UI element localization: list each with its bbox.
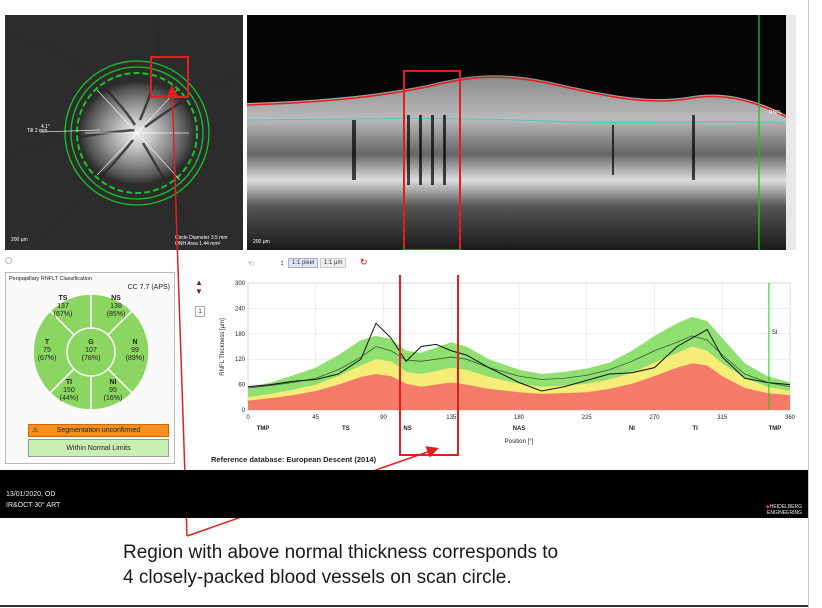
y-tick: 240 bbox=[235, 306, 246, 312]
cc-value: CC 7.7 (APS) bbox=[127, 284, 170, 291]
warning-icon: ⚠ bbox=[32, 427, 39, 434]
x-sector-label: NI bbox=[629, 426, 635, 432]
rnfl-thickness-chart: SI 0 60 120 180 240 300 0 45 90 135 180 225 270 315 36… bbox=[220, 275, 796, 456]
rnfl-layer-label: RNFL bbox=[769, 110, 783, 116]
caption-line1: Region with above normal thickness corre… bbox=[123, 542, 559, 563]
brand-line1: HEIDELBERG bbox=[769, 504, 802, 510]
x-tick: 360 bbox=[785, 415, 796, 421]
sector-t-abbr: T bbox=[45, 339, 50, 346]
sector-t-value: 75 bbox=[43, 347, 51, 354]
fundus-onh-info: ONH Area 1.44 mm² bbox=[175, 241, 221, 247]
x-tick: 45 bbox=[312, 415, 319, 421]
reference-database: Reference database: European Descent (20… bbox=[211, 455, 377, 464]
x-sector-label: TS bbox=[342, 426, 350, 432]
classification-title: Peripapillary RNFLT Classification bbox=[9, 276, 92, 282]
fundus-circle-info: Circle Diameter 3.5 mm bbox=[175, 235, 228, 241]
y-tick: 300 bbox=[235, 281, 246, 287]
brand-line2: ENGINEERING bbox=[766, 510, 802, 516]
x-tick: 180 bbox=[514, 415, 525, 421]
brand-logo: ◆HEIDELBERG ENGINEERING bbox=[766, 504, 802, 516]
x-axis-label: Position [°] bbox=[505, 439, 534, 445]
sector-ns-abbr: NS bbox=[111, 295, 121, 302]
sector-ns-value: 138 bbox=[110, 303, 122, 310]
sector-ts-abbr: TS bbox=[59, 295, 68, 302]
oct-highlight-box bbox=[403, 70, 461, 250]
brand-dot: ◆ bbox=[765, 504, 770, 510]
sector-g-pct: (78%) bbox=[82, 355, 101, 362]
sector-ti-pct: (44%) bbox=[60, 395, 79, 402]
patient-line bbox=[247, 322, 791, 392]
y-tick: 0 bbox=[242, 408, 246, 414]
sector-ni-value: 95 bbox=[109, 387, 117, 394]
sector-n-value: 99 bbox=[131, 347, 139, 354]
analysis-panel: ☜ ↕ 1:1 pixel 1:1 µm ↻ Peripapillary RNF… bbox=[0, 250, 808, 470]
x-tick: 315 bbox=[717, 415, 728, 421]
sector-ni-abbr: NI bbox=[110, 379, 117, 386]
x-tick: 225 bbox=[582, 415, 593, 421]
sort-icon[interactable]: ▲ ▼ bbox=[195, 278, 203, 296]
oct-scrollbar[interactable] bbox=[786, 15, 796, 250]
x-sector-label: NAS bbox=[513, 426, 526, 432]
fundus-scale-label: 200 µm bbox=[11, 237, 28, 243]
exam-date: 13/01/2020, OD bbox=[6, 491, 56, 498]
scan-mode: IR&OCT 30° ART bbox=[6, 502, 61, 509]
fundus-distance-label: Tilt 2 mm bbox=[27, 128, 48, 134]
x-sector-label: TI bbox=[692, 426, 698, 432]
pixel-zoom-button[interactable]: 1:1 pixel bbox=[288, 258, 319, 268]
oct-bscan[interactable]: RNFL 200 µm bbox=[247, 15, 796, 250]
pie-sector-n[interactable] bbox=[89, 309, 150, 395]
sector-ti-value: 150 bbox=[63, 387, 75, 394]
x-tick: 135 bbox=[446, 415, 457, 421]
y-tick: 180 bbox=[235, 332, 246, 338]
sector-n-abbr: N bbox=[132, 339, 137, 346]
y-tick: 60 bbox=[238, 383, 245, 389]
height-icon: ↕ bbox=[280, 258, 284, 267]
sector-pie: TS137(67%)NS138(85%)T75(67%)G107(78%)N99… bbox=[32, 293, 150, 411]
sector-ns-pct: (85%) bbox=[107, 311, 126, 318]
caption: Region with above normal thickness corre… bbox=[123, 540, 683, 590]
y-axis-label: RNFL Thickness [µm] bbox=[220, 318, 226, 376]
result-badge: Within Normal Limits bbox=[28, 439, 169, 457]
fundus-image[interactable]: 4.1° Tilt 2 mm 200 µm Circle Diameter 3.… bbox=[5, 15, 243, 250]
hand-icon[interactable]: ☜ bbox=[247, 259, 255, 268]
position-marker-label: SI bbox=[772, 330, 778, 336]
pie-sector-t[interactable] bbox=[32, 309, 93, 395]
caption-line2: 4 closely-packed blood vessels on scan c… bbox=[123, 567, 512, 588]
right-divider bbox=[808, 0, 809, 608]
x-sector-label: TMP bbox=[257, 426, 270, 432]
radio-icon[interactable] bbox=[5, 257, 12, 264]
mean-line bbox=[247, 335, 791, 389]
x-tick: 270 bbox=[649, 415, 660, 421]
micron-zoom-button[interactable]: 1:1 µm bbox=[320, 258, 347, 268]
sector-n-pct: (89%) bbox=[126, 355, 145, 362]
sector-ti-abbr: TI bbox=[66, 379, 72, 386]
x-sector-label: TMP bbox=[769, 426, 782, 432]
bottom-border bbox=[0, 605, 808, 607]
oct-overlay bbox=[247, 15, 786, 250]
status-footer: 13/01/2020, OD IR&OCT 30° ART ◆HEIDELBER… bbox=[0, 470, 808, 518]
outside-normal-band bbox=[248, 363, 790, 410]
classification-box: Peripapillary RNFLT Classification CC 7.… bbox=[5, 272, 175, 464]
pie-sector-g bbox=[66, 327, 116, 377]
fundus-arrow-label: 4.1° bbox=[41, 124, 50, 130]
sector-g-abbr: G bbox=[88, 339, 94, 346]
reset-icon[interactable]: ↻ bbox=[360, 257, 368, 267]
sector-ts-value: 137 bbox=[57, 303, 69, 310]
y-tick: 120 bbox=[235, 357, 246, 363]
x-tick: 0 bbox=[246, 415, 250, 421]
side-marker[interactable]: 1 bbox=[195, 306, 205, 317]
sector-ts-pct: (67%) bbox=[54, 311, 73, 318]
sector-g-value: 107 bbox=[85, 347, 97, 354]
x-sector-label: NS bbox=[403, 426, 411, 432]
sector-t-pct: (67%) bbox=[38, 355, 57, 362]
segmentation-warning-label: Segmentation unconfirmed bbox=[56, 427, 141, 434]
oct-scale-label: 200 µm bbox=[253, 239, 270, 245]
segmentation-warning[interactable]: ⚠ Segmentation unconfirmed bbox=[28, 424, 169, 437]
sector-ni-pct: (16%) bbox=[104, 395, 123, 402]
x-tick: 90 bbox=[380, 415, 387, 421]
